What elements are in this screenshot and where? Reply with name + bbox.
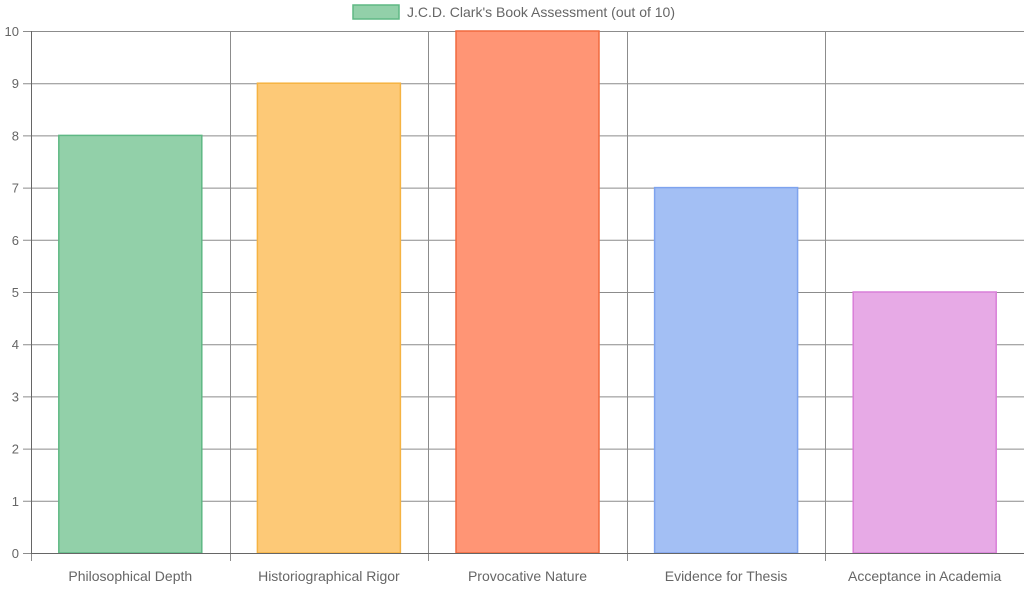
bar[interactable] [58,134,203,554]
legend-label[interactable]: J.C.D. Clark's Book Assessment (out of 1… [407,4,675,20]
bar[interactable] [852,291,997,554]
x-tick-label: Acceptance in Academia [848,568,1002,584]
bar[interactable] [256,82,402,554]
y-tick-label: 4 [12,337,19,352]
axis-labels: 0 1 2 3 4 5 6 7 8 9 10 Philosophical Depth Historiog… [5,24,1002,584]
x-tick-label: Evidence for Thesis [665,568,788,584]
y-tick-label: 8 [12,128,19,143]
axes [31,31,1024,554]
y-tick-label: 10 [5,24,19,39]
y-tick-label: 5 [12,285,19,300]
legend-swatch[interactable] [352,4,400,20]
x-tick-label: Historiographical Rigor [258,568,400,584]
legend[interactable]: J.C.D. Clark's Book Assessment (out of 1… [352,4,675,20]
y-tick-label: 2 [12,442,19,457]
bar[interactable] [455,30,600,554]
y-tick-label: 1 [12,494,19,509]
y-tick-label: 3 [12,389,19,404]
bars [58,30,997,554]
y-tick-label: 9 [12,76,19,91]
y-tick-label: 7 [12,181,19,196]
y-tick-label: 6 [12,233,19,248]
x-tick-label: Provocative Nature [468,568,587,584]
y-tick-label: 0 [12,546,19,561]
x-tick-label: Philosophical Depth [68,568,192,584]
bar[interactable] [653,186,799,554]
